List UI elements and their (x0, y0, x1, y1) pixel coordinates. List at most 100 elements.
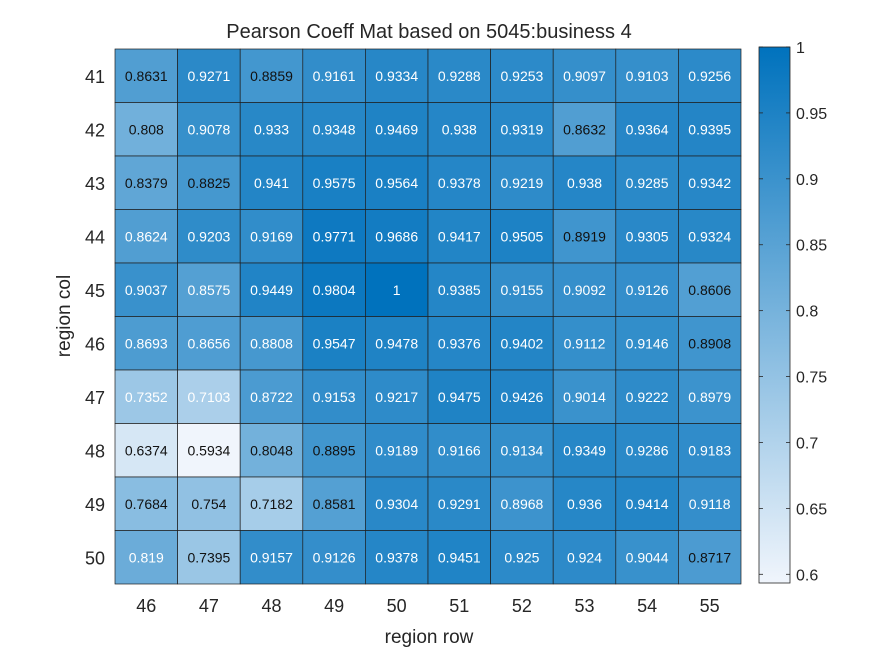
heatmap-cell (615, 476, 679, 531)
y-axis-label: region col (54, 275, 75, 357)
cell-value-label: 0.9253 (500, 68, 543, 84)
heatmap-cell (177, 262, 241, 317)
y-tick-label: 43 (85, 174, 105, 194)
chart-title: Pearson Coeff Mat based on 5045:business… (226, 21, 631, 43)
heatmap-cell (427, 102, 491, 157)
cell-value-label: 0.8632 (563, 121, 606, 137)
cell-value-label: 0.8908 (688, 335, 731, 351)
cell-value-label: 0.7352 (125, 389, 168, 405)
cell-value-label: 0.9189 (375, 442, 418, 458)
heatmap-cell (365, 423, 429, 478)
cell-value-label: 0.936 (567, 496, 602, 512)
heatmap-cell (177, 530, 241, 585)
heatmap-cell (114, 316, 178, 371)
heatmap-cell (552, 262, 617, 317)
x-tick-label: 52 (512, 596, 532, 616)
cell-value-label: 0.9378 (375, 549, 418, 565)
heatmap-cell (302, 530, 366, 585)
cell-value-label: 0.9575 (313, 175, 356, 191)
cell-value-label: 0.9334 (375, 68, 418, 84)
cell-value-label: 0.9385 (438, 282, 481, 298)
heatmap-cell (678, 102, 742, 157)
cell-value-label: 0.9285 (626, 175, 669, 191)
cell-value-label: 0.9376 (438, 335, 481, 351)
heatmap-cell (615, 209, 679, 264)
cell-value-label: 0.9505 (500, 228, 543, 244)
colorbar-tick-label: 1 (796, 40, 805, 57)
cell-value-label: 1 (393, 282, 401, 298)
heatmap-cell (302, 476, 366, 531)
heatmap-cell (490, 476, 554, 531)
heatmap-cell (177, 48, 241, 103)
cell-value-label: 0.9288 (438, 68, 481, 84)
heatmap-cell (490, 316, 554, 371)
heatmap-cell (615, 316, 679, 371)
heatmap-cell (678, 155, 742, 210)
cell-value-label: 0.9146 (626, 335, 669, 351)
cell-value-label: 0.8693 (125, 335, 168, 351)
heatmap-cell (552, 530, 617, 585)
cell-value-label: 0.9044 (626, 549, 669, 565)
y-tick-label: 46 (85, 334, 105, 354)
cell-value-label: 0.9686 (375, 228, 418, 244)
heatmap-cell (427, 316, 491, 371)
cell-value-label: 0.9395 (688, 121, 731, 137)
heatmap-cell (678, 369, 742, 424)
y-axis-ticks: 41 42 43 44 45 46 47 48 49 50 (85, 67, 105, 569)
x-tick-label: 55 (700, 596, 720, 616)
cell-value-label: 0.9153 (313, 389, 356, 405)
x-tick-label: 47 (199, 596, 219, 616)
x-axis-label: region row (385, 627, 474, 648)
heatmap-cell (114, 530, 178, 585)
cell-value-label: 0.9118 (689, 496, 731, 512)
heatmap-cell (615, 530, 679, 585)
cell-value-label: 0.9324 (688, 228, 731, 244)
heatmap-cell (490, 102, 554, 157)
cell-value-label: 0.9348 (313, 121, 356, 137)
heatmap-cell (678, 423, 742, 478)
colorbar-ticks: 0.6 0.65 0.7 0.75 0.8 0.85 0.9 0.95 1 (759, 40, 827, 584)
heatmap-cell (678, 209, 742, 264)
cell-value-label: 0.9771 (313, 228, 356, 244)
x-tick-label: 46 (136, 596, 156, 616)
heatmap-cell (678, 262, 742, 317)
x-tick-label: 54 (637, 596, 657, 616)
colorbar-tick-label: 0.9 (796, 172, 818, 189)
heatmap-cell (490, 262, 554, 317)
cell-value-label: 0.8379 (125, 175, 168, 191)
heatmap-cell (615, 102, 679, 157)
heatmap-cell (552, 423, 617, 478)
heatmap-cell (239, 262, 304, 317)
cell-value-label: 0.9475 (438, 389, 481, 405)
heatmap-cell (427, 209, 491, 264)
cell-value-label: 0.9157 (250, 549, 293, 565)
cell-value-label: 0.9364 (626, 121, 669, 137)
y-tick-label: 49 (85, 495, 105, 515)
cell-value-label: 0.9092 (563, 282, 606, 298)
cell-value-label: 0.9378 (438, 175, 481, 191)
x-tick-label: 51 (449, 596, 469, 616)
cell-value-label: 0.7395 (187, 549, 230, 565)
cell-value-label: 0.9037 (125, 282, 168, 298)
heatmap-cell (427, 423, 491, 478)
heatmap-cell (365, 476, 429, 531)
cell-value-label: 0.8808 (250, 335, 293, 351)
cell-value-label: 0.6374 (125, 442, 168, 458)
heatmap-cell (114, 48, 178, 103)
cell-value-label: 0.9414 (626, 496, 669, 512)
cell-value-label: 0.9304 (375, 496, 418, 512)
heatmap-cell (490, 530, 554, 585)
heatmap-cell (427, 476, 491, 531)
colorbar-tick-label: 0.7 (796, 435, 818, 452)
heatmap-cell (365, 316, 429, 371)
cell-value-label: 0.9469 (375, 121, 418, 137)
cell-value-label: 0.9126 (313, 549, 356, 565)
heatmap-cell (365, 48, 429, 103)
heatmap-cell (239, 530, 304, 585)
heatmap-cell (365, 262, 429, 317)
heatmap-cell (552, 155, 617, 210)
cell-value-label: 0.9451 (438, 549, 481, 565)
heatmap-cell (365, 155, 429, 210)
cell-value-label: 0.9349 (563, 442, 606, 458)
heatmap-cell (239, 102, 304, 157)
